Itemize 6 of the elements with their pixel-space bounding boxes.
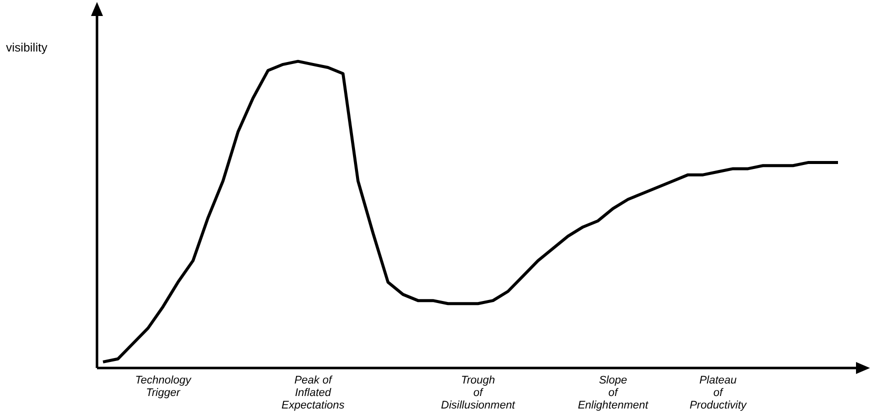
x-tick-label: Technology Trigger bbox=[135, 374, 192, 400]
y-axis-title: visibility bbox=[6, 40, 48, 54]
x-tick-label: Slope of Enlightenment bbox=[578, 374, 650, 412]
x-tick-label: Peak of Inflated Expectations bbox=[282, 374, 345, 412]
x-tick-label: Plateau of Productivity bbox=[690, 374, 748, 412]
x-tick-label: Trough of Disillusionment bbox=[441, 374, 516, 412]
